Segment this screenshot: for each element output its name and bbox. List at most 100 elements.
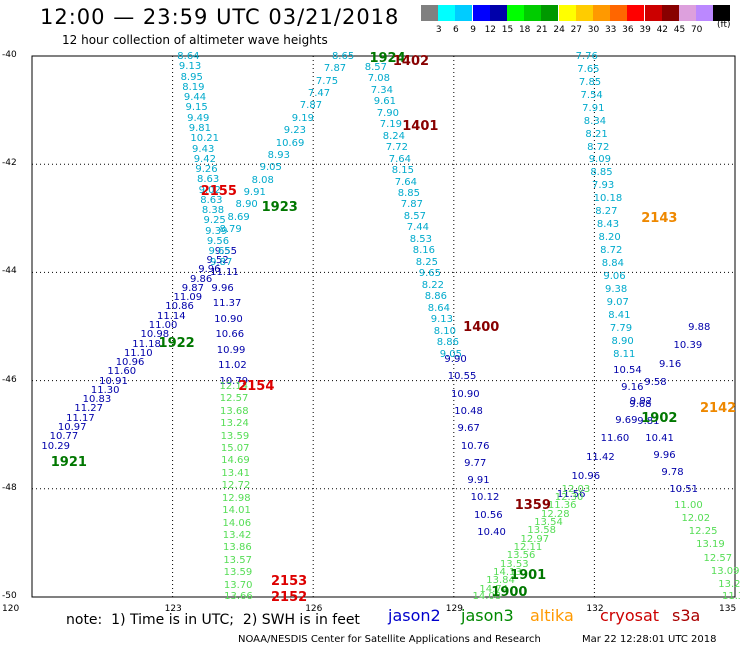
swh-value-label: 13.70 xyxy=(223,579,253,591)
credit-line: NOAA/NESDIS Center for Satellite Applica… xyxy=(238,634,541,645)
swh-value-label: 8.85 xyxy=(397,187,420,199)
legend-swatch xyxy=(627,5,645,21)
swh-value-label: 8.93 xyxy=(267,149,290,161)
map-subtitle: 12 hour collection of altimeter wave hei… xyxy=(62,33,328,47)
legend-unit: (ft) xyxy=(717,20,731,30)
time-label: 2155 xyxy=(200,184,237,200)
swh-value-label: 9.49 xyxy=(187,112,210,124)
swh-value-label: 7.47 xyxy=(307,88,331,100)
swh-value-label: 12.98 xyxy=(221,492,251,504)
swh-value-label: 9.96 xyxy=(198,264,221,276)
satellite-cryosat: cryosat xyxy=(600,606,660,625)
swh-value-label: 9.81 xyxy=(188,122,212,134)
legend-swatch xyxy=(421,5,438,21)
swh-value-label: 9.91 xyxy=(243,187,266,199)
swh-value-label: 12.97 xyxy=(520,533,550,545)
swh-value-label: 14.08 xyxy=(472,591,502,602)
swh-value-label: 9.43 xyxy=(192,143,215,155)
swh-value-label: 9.65 xyxy=(208,246,231,258)
swh-value-label: 7.34 xyxy=(370,84,394,96)
swh-value-label: 10.55 xyxy=(447,371,477,383)
swh-value-label: 12.02 xyxy=(681,513,711,525)
swh-value-label: 8.34 xyxy=(583,115,607,127)
x-tick-label: 132 xyxy=(586,604,604,614)
legend-value: 39 xyxy=(639,25,651,35)
swh-value-label: 8.95 xyxy=(180,71,203,83)
swh-value-label: 7.76 xyxy=(575,51,598,62)
swh-value-label: 8.57 xyxy=(403,210,426,222)
swh-value-label: 7.54 xyxy=(580,89,603,101)
time-label: 1401 xyxy=(402,119,439,135)
time-label: 1902 xyxy=(641,411,678,427)
swh-value-label: 9.05 xyxy=(259,162,282,174)
legend-value: 42 xyxy=(656,25,669,35)
swh-value-label: 10.21 xyxy=(190,133,220,145)
swh-value-label: 13.41 xyxy=(221,467,251,479)
legend-value: 27 xyxy=(570,25,583,35)
swh-value-label: 8.08 xyxy=(251,174,274,186)
swh-value-label: 11.60 xyxy=(600,433,630,445)
swh-value-label: 8.27 xyxy=(595,206,618,218)
swh-value-label: 8.11 xyxy=(613,348,636,360)
swh-value-label: 13.59 xyxy=(220,430,250,442)
swh-value-label: 10.86 xyxy=(165,301,194,313)
swh-value-label: 8.63 xyxy=(196,174,220,186)
time-label: 2153 xyxy=(271,573,308,589)
x-tick-label: 135 xyxy=(719,604,737,614)
legend-swatch xyxy=(524,5,542,21)
swh-value-label: 14.69 xyxy=(221,455,250,467)
legend-swatch xyxy=(661,5,679,21)
swh-value-label: 9.02 xyxy=(198,184,221,196)
swh-value-label: 8.79 xyxy=(219,224,242,236)
x-tick-label: 123 xyxy=(164,604,182,614)
y-tick-label: -50 xyxy=(2,591,17,601)
swh-value-label: 10.51 xyxy=(669,483,699,495)
swh-value-label: 7.87 xyxy=(400,199,423,211)
swh-value-label: 10.12 xyxy=(470,492,500,504)
time-label: 1922 xyxy=(158,335,195,351)
swh-value-label: 8.65 xyxy=(331,51,355,62)
swh-value-label: 9.68 xyxy=(629,398,652,410)
swh-value-label: 12.11 xyxy=(513,542,543,554)
legend-value: 30 xyxy=(587,25,600,35)
swh-value-label: 11.11 xyxy=(210,267,239,279)
swh-value-label: 8.38 xyxy=(201,205,225,217)
swh-value-label: 9.65 xyxy=(418,268,441,280)
swh-value-label: 11.02 xyxy=(218,360,247,372)
time-label: 1402 xyxy=(392,54,430,70)
legend-value: 15 xyxy=(501,25,514,35)
swh-value-label: 10.98 xyxy=(140,329,170,341)
swh-value-label: 15.07 xyxy=(220,443,250,455)
swh-value-label: 10.29 xyxy=(41,440,70,452)
swh-value-label: 11.10 xyxy=(123,347,153,359)
swh-value-label: 8.15 xyxy=(391,165,414,177)
swh-value-label: 7.87 xyxy=(323,63,347,75)
swh-value-label: 7.85 xyxy=(578,76,602,88)
swh-value-label: 8.72 xyxy=(600,245,623,257)
swh-value-label: 13.58 xyxy=(527,525,556,537)
time-label: 2142 xyxy=(700,400,737,416)
legend-swatch xyxy=(575,5,593,21)
time-label: 1901 xyxy=(510,568,547,584)
swh-value-label: 10.41 xyxy=(645,432,674,444)
legend-value: 45 xyxy=(673,25,686,35)
swh-value-label: 13.86 xyxy=(223,542,252,554)
swh-value-label: 9.92 xyxy=(629,396,653,408)
legend-swatch xyxy=(679,5,696,21)
swh-value-label: 9.58 xyxy=(644,377,667,389)
swh-value-label: 11.42 xyxy=(586,451,615,463)
swh-value-label: 9.91 xyxy=(467,475,490,487)
swh-value-label: 9.13 xyxy=(430,314,453,326)
swh-value-label: 9.38 xyxy=(604,283,628,295)
legend-value: 6 xyxy=(453,25,459,35)
time-label: 2143 xyxy=(641,211,678,227)
swh-value-label: 8.53 xyxy=(409,233,432,245)
swh-value-label: 14.74 xyxy=(479,583,509,595)
legend-swatch xyxy=(489,5,507,21)
swh-value-label: 10.79 xyxy=(219,375,249,387)
swh-value-label: 11.27 xyxy=(74,403,104,415)
swh-value-label: 9.44 xyxy=(183,92,207,104)
swh-value-label: 8.85 xyxy=(590,167,613,179)
legend-swatch xyxy=(593,5,610,21)
swh-value-label: 11.56 xyxy=(556,489,586,501)
